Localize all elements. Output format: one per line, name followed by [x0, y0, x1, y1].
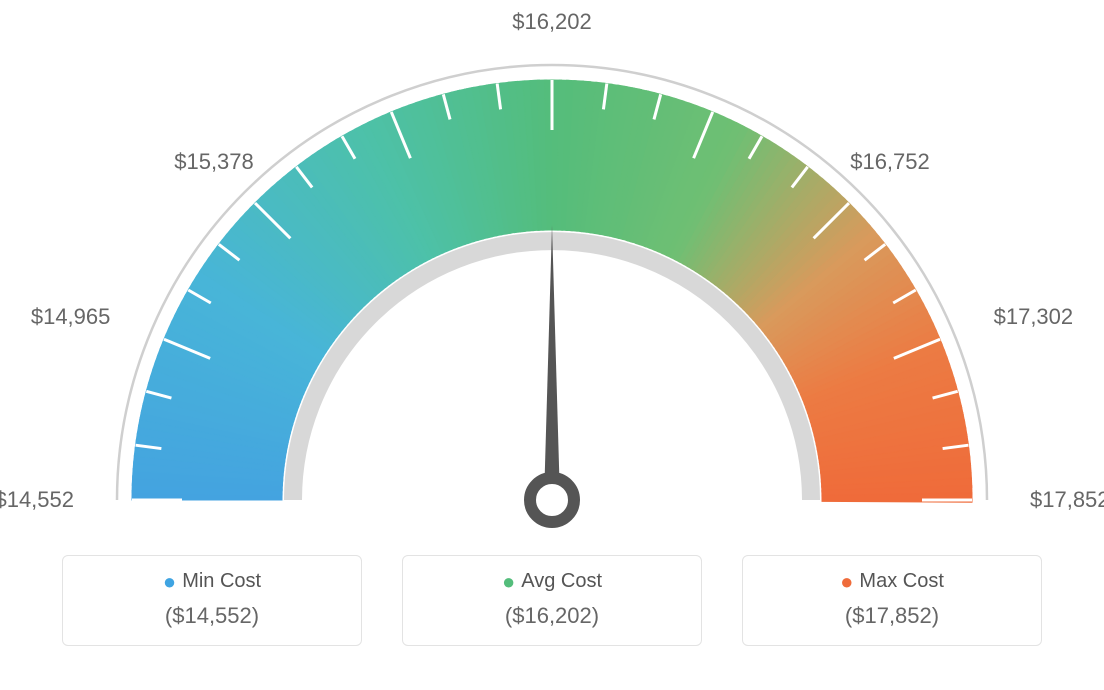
legend-title: ● Min Cost [63, 570, 361, 593]
legend-label: Max Cost [859, 570, 943, 592]
legend-title: ● Max Cost [743, 570, 1041, 593]
tick-label: $17,852 [1030, 487, 1104, 512]
tick-label: $15,378 [174, 149, 254, 174]
cost-gauge: $14,552 $14,965 $15,378 $16,202 $16,752 $17,3… [0, 0, 1104, 555]
legend-value: ($16,202) [403, 603, 701, 629]
tick-label: $14,552 [0, 487, 74, 512]
legend-card: ● Avg Cost ($16,202) [402, 555, 702, 646]
legend-label: Min Cost [182, 570, 261, 592]
gauge-needle-hub [530, 478, 574, 522]
legend-card: ● Min Cost ($14,552) [62, 555, 362, 646]
legend-row: ● Min Cost ($14,552) ● Avg Cost ($16,202) ● Max… [0, 555, 1104, 646]
legend-value: ($14,552) [63, 603, 361, 629]
tick-label: $17,302 [994, 304, 1074, 329]
legend-dot-icon: ● [163, 571, 176, 593]
legend-dot-icon: ● [840, 571, 853, 593]
tick-label: $14,965 [31, 304, 111, 329]
gauge-needle [544, 225, 560, 500]
legend-label: Avg Cost [521, 570, 602, 592]
tick-label: $16,752 [850, 149, 930, 174]
legend-value: ($17,852) [743, 603, 1041, 629]
legend-dot-icon: ● [502, 571, 515, 593]
legend-card: ● Max Cost ($17,852) [742, 555, 1042, 646]
legend-title: ● Avg Cost [403, 570, 701, 593]
tick-label: $16,202 [512, 9, 592, 34]
